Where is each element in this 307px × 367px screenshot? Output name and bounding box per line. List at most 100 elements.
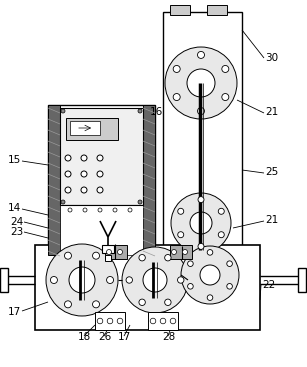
Circle shape (65, 187, 71, 193)
Circle shape (171, 193, 231, 253)
Circle shape (61, 200, 65, 204)
Circle shape (97, 187, 103, 193)
Bar (170, 5, 190, 15)
Bar (298, 268, 306, 292)
Circle shape (222, 65, 229, 72)
Circle shape (178, 232, 184, 238)
Bar (170, 245, 192, 259)
Text: 28: 28 (162, 332, 175, 342)
Bar (207, 5, 227, 15)
Bar (105, 245, 127, 259)
Circle shape (138, 200, 142, 204)
Circle shape (98, 208, 102, 212)
Circle shape (107, 276, 114, 283)
Bar (70, 121, 100, 135)
Circle shape (122, 247, 188, 313)
Text: 15: 15 (8, 155, 21, 165)
Bar (60, 108, 143, 205)
Circle shape (83, 208, 87, 212)
Text: 23: 23 (10, 227, 23, 237)
Circle shape (107, 318, 113, 324)
Circle shape (198, 243, 204, 250)
Circle shape (81, 187, 87, 193)
Circle shape (143, 268, 167, 292)
Text: 14: 14 (8, 203, 21, 213)
Circle shape (138, 109, 142, 113)
Circle shape (207, 250, 213, 255)
Text: 21: 21 (265, 215, 278, 225)
Circle shape (139, 254, 145, 261)
Bar (102, 245, 114, 253)
Bar (95, 312, 125, 330)
Circle shape (69, 267, 95, 293)
Circle shape (81, 155, 87, 161)
Circle shape (172, 250, 177, 254)
Circle shape (65, 155, 71, 161)
Circle shape (173, 94, 180, 101)
Bar (60, 205, 143, 255)
Bar (66, 118, 118, 140)
Circle shape (182, 250, 188, 254)
Circle shape (150, 318, 156, 324)
Bar (163, 12, 242, 247)
Text: 17: 17 (118, 332, 131, 342)
Circle shape (64, 301, 72, 308)
Bar (148, 312, 178, 330)
Circle shape (190, 212, 212, 234)
Circle shape (227, 284, 232, 289)
Circle shape (46, 244, 118, 316)
Circle shape (160, 318, 166, 324)
Text: 24: 24 (10, 217, 23, 227)
Circle shape (170, 318, 176, 324)
Text: 17: 17 (8, 307, 21, 317)
Circle shape (177, 277, 184, 283)
Circle shape (68, 208, 72, 212)
Circle shape (81, 171, 87, 177)
Circle shape (198, 197, 204, 203)
Text: 21: 21 (265, 107, 278, 117)
Circle shape (181, 246, 239, 304)
Bar (105, 255, 111, 261)
Circle shape (128, 208, 132, 212)
Text: 18: 18 (78, 332, 91, 342)
Circle shape (61, 109, 65, 113)
Circle shape (50, 276, 57, 283)
Circle shape (118, 250, 122, 254)
Bar (0, 268, 8, 292)
Circle shape (197, 51, 204, 58)
Bar (143, 105, 155, 255)
Text: 25: 25 (265, 167, 278, 177)
Circle shape (64, 252, 72, 259)
Circle shape (97, 318, 103, 324)
Circle shape (113, 208, 117, 212)
Circle shape (173, 65, 180, 72)
Text: 26: 26 (98, 332, 111, 342)
Circle shape (222, 94, 229, 101)
Circle shape (65, 171, 71, 177)
Circle shape (139, 299, 145, 305)
Circle shape (126, 277, 132, 283)
Circle shape (197, 108, 204, 115)
Circle shape (227, 261, 232, 266)
Circle shape (92, 301, 99, 308)
Text: 22: 22 (262, 280, 275, 290)
Circle shape (218, 208, 224, 214)
Text: 30: 30 (265, 53, 278, 63)
Circle shape (97, 171, 103, 177)
Circle shape (178, 208, 184, 214)
Circle shape (200, 265, 220, 285)
Circle shape (187, 69, 215, 97)
Circle shape (107, 250, 111, 254)
Bar (35, 245, 260, 330)
Circle shape (188, 284, 193, 289)
Text: 16: 16 (150, 107, 163, 117)
Circle shape (165, 299, 171, 305)
Circle shape (97, 155, 103, 161)
Circle shape (207, 295, 213, 301)
Circle shape (218, 232, 224, 238)
Circle shape (117, 318, 123, 324)
Circle shape (92, 252, 99, 259)
Circle shape (188, 261, 193, 266)
Bar (48, 105, 60, 255)
Circle shape (165, 47, 237, 119)
